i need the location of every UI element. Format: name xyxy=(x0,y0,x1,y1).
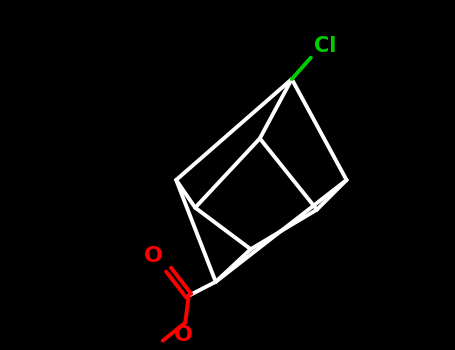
Text: O: O xyxy=(143,246,162,266)
Text: Cl: Cl xyxy=(313,36,336,56)
Text: O: O xyxy=(174,326,193,345)
